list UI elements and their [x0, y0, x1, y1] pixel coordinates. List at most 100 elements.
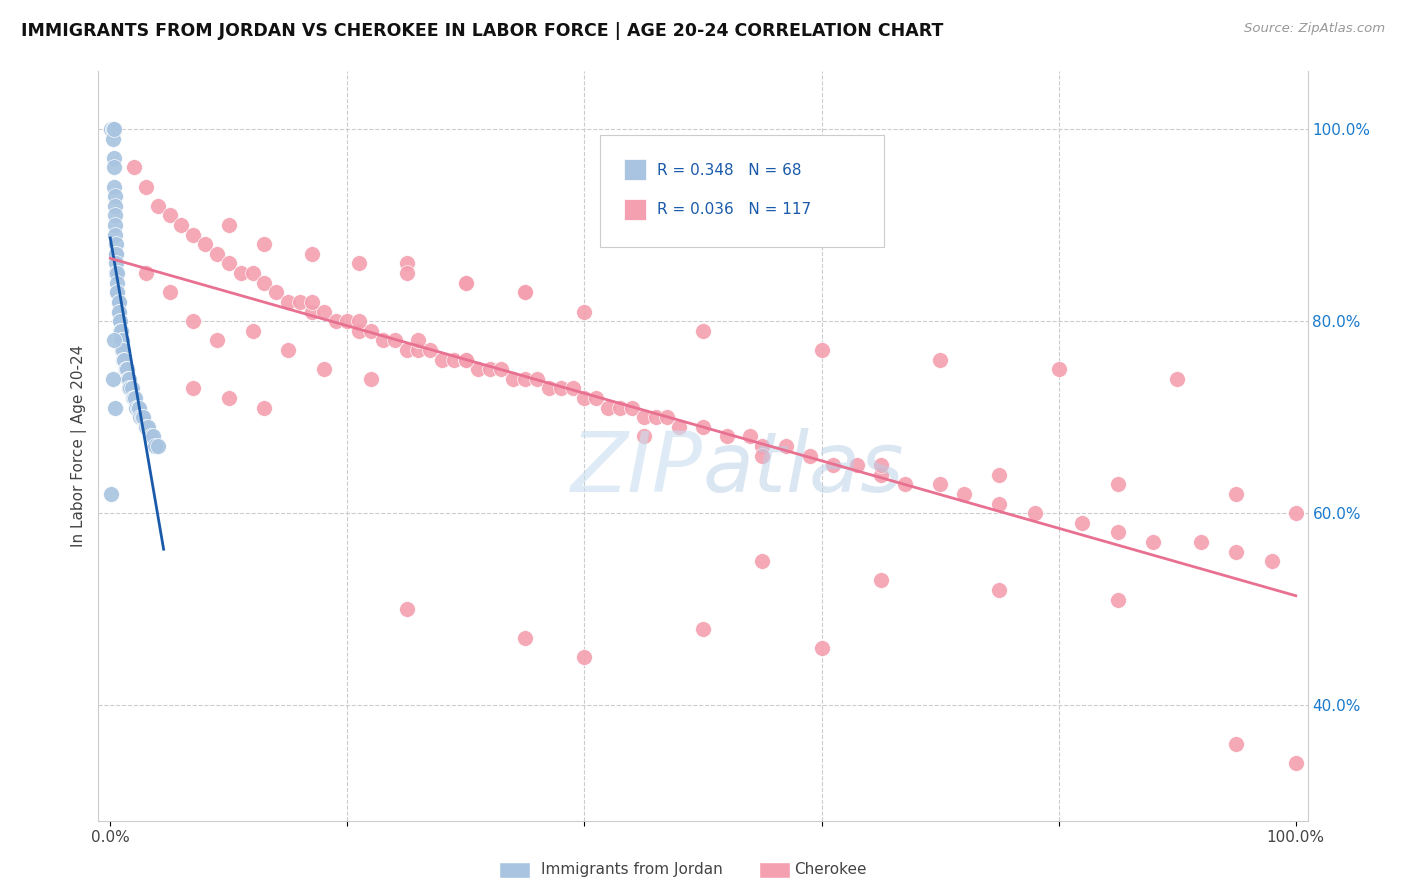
Point: [1142, 535, 1164, 549]
Point: [101, 372, 124, 386]
Point: [135, 266, 157, 280]
Point: [929, 477, 952, 491]
Point: [128, 401, 150, 415]
Point: [117, 372, 139, 386]
Text: Source: ZipAtlas.com: Source: ZipAtlas.com: [1244, 22, 1385, 36]
Point: [478, 362, 501, 376]
Point: [135, 419, 157, 434]
Point: [146, 199, 169, 213]
Point: [395, 343, 418, 357]
Point: [135, 179, 157, 194]
Text: R = 0.036   N = 117: R = 0.036 N = 117: [657, 202, 811, 217]
Point: [454, 352, 477, 367]
Point: [633, 410, 655, 425]
Point: [312, 304, 335, 318]
Point: [142, 429, 165, 443]
Point: [127, 401, 149, 415]
Point: [121, 381, 143, 395]
Point: [751, 554, 773, 568]
Point: [360, 324, 382, 338]
Point: [1071, 516, 1094, 530]
Point: [823, 458, 845, 473]
Point: [218, 218, 240, 232]
Point: [100, 122, 122, 136]
Text: Cherokee: Cherokee: [794, 863, 868, 877]
Point: [1047, 362, 1070, 376]
Point: [253, 237, 276, 252]
Bar: [624, 159, 647, 180]
Point: [288, 294, 311, 309]
Point: [112, 352, 135, 367]
Point: [277, 343, 299, 357]
Point: [205, 334, 228, 348]
Point: [988, 497, 1011, 511]
Point: [775, 439, 797, 453]
Point: [633, 429, 655, 443]
Point: [751, 449, 773, 463]
Point: [100, 487, 122, 501]
Point: [108, 314, 131, 328]
Point: [347, 256, 370, 270]
Point: [454, 276, 477, 290]
Point: [846, 458, 869, 473]
FancyBboxPatch shape: [600, 135, 884, 247]
Point: [111, 334, 134, 348]
Point: [242, 266, 264, 280]
Point: [1107, 477, 1129, 491]
Point: [121, 391, 143, 405]
Point: [107, 304, 129, 318]
Point: [105, 276, 128, 290]
Point: [132, 410, 155, 425]
Point: [218, 391, 240, 405]
Point: [104, 218, 127, 232]
Point: [574, 304, 596, 318]
Point: [716, 429, 738, 443]
Point: [229, 266, 252, 280]
Point: [105, 237, 128, 252]
Point: [117, 372, 139, 386]
Point: [181, 381, 204, 395]
Point: [105, 256, 128, 270]
Point: [218, 256, 240, 270]
Point: [751, 439, 773, 453]
Point: [105, 247, 128, 261]
Point: [952, 487, 974, 501]
Point: [419, 343, 441, 357]
Point: [110, 324, 132, 338]
Point: [1107, 525, 1129, 540]
Point: [515, 285, 537, 300]
Point: [408, 334, 430, 348]
Point: [112, 343, 135, 357]
Point: [988, 467, 1011, 482]
Text: atlas: atlas: [703, 428, 904, 509]
Point: [454, 276, 477, 290]
Point: [194, 237, 217, 252]
Point: [146, 439, 169, 453]
Point: [125, 401, 148, 415]
Point: [574, 391, 596, 405]
Point: [105, 266, 128, 280]
Point: [810, 343, 832, 357]
Point: [609, 401, 631, 415]
Point: [114, 362, 136, 376]
Point: [395, 602, 418, 616]
Point: [242, 324, 264, 338]
Point: [929, 352, 952, 367]
Point: [181, 314, 204, 328]
Point: [692, 622, 714, 636]
Point: [395, 266, 418, 280]
Point: [108, 324, 131, 338]
Bar: [624, 199, 647, 219]
Point: [526, 372, 548, 386]
Point: [104, 209, 127, 223]
Point: [312, 362, 335, 376]
Point: [139, 429, 162, 443]
Point: [360, 372, 382, 386]
Point: [384, 334, 406, 348]
Point: [107, 304, 129, 318]
Point: [443, 352, 465, 367]
Point: [1189, 535, 1212, 549]
Point: [253, 401, 276, 415]
Point: [105, 247, 128, 261]
Point: [101, 122, 124, 136]
